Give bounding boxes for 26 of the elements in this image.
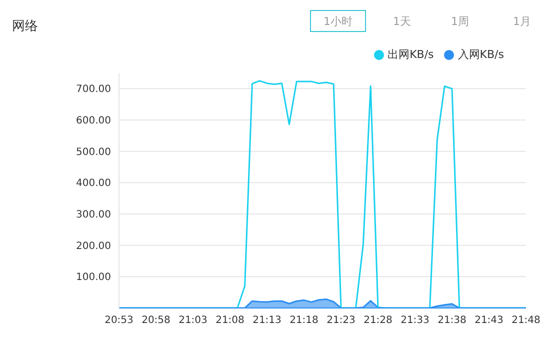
legend-label: 出网KB/s [388, 48, 434, 61]
x-tick-label: 21:13 [252, 315, 282, 326]
chart-title: 网络 [12, 18, 38, 35]
x-tick-label: 20:58 [142, 315, 170, 326]
legend-label: 入网KB/s [458, 48, 504, 61]
text: 1天 [392, 14, 412, 30]
text: 1小时 [310, 10, 366, 32]
y-tick-label: 600.00 [76, 116, 111, 127]
x-tick-label: 21:33 [400, 315, 430, 326]
y-tick-label: 300.00 [76, 210, 111, 221]
text: 1月 [512, 14, 532, 30]
text: 1周 [450, 14, 470, 30]
x-tick-label: 21:18 [290, 315, 318, 326]
x-tick-label: 21:43 [474, 315, 504, 326]
y-tick-label: 100.00 [76, 272, 111, 284]
x-tick-label: 21:28 [364, 315, 392, 326]
y-tick-label: 700.00 [76, 84, 111, 96]
x-tick-label: 20:53 [104, 315, 134, 326]
y-tick-label: 200.00 [76, 240, 111, 252]
x-tick-label: 21:23 [326, 315, 356, 326]
x-tick-label: 21:48 [512, 315, 540, 326]
y-tick-label: 400.00 [76, 178, 111, 190]
x-tick-label: 21:08 [216, 315, 244, 326]
y-tick-label: 500.00 [76, 146, 111, 158]
x-tick-label: 21:03 [178, 315, 208, 326]
x-tick-label: 21:38 [438, 315, 466, 326]
